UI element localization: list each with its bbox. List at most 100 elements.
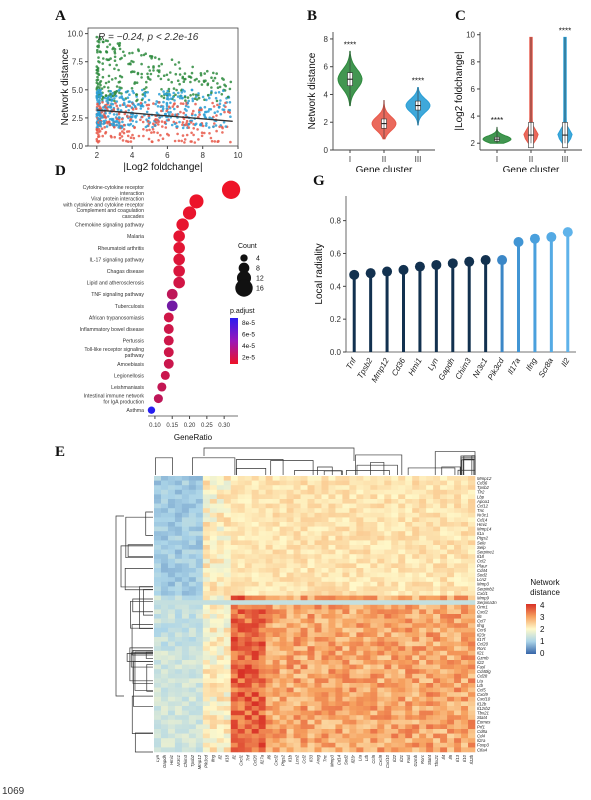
data-point (98, 123, 101, 127)
dendrogram-branch (155, 457, 173, 475)
heatmap-cell (154, 627, 162, 633)
heatmap-cell (461, 512, 469, 518)
heatmap-cell (300, 480, 308, 486)
heatmap-cell (363, 568, 371, 573)
heatmap-cell (454, 641, 462, 647)
heatmap-cell (321, 586, 329, 592)
heatmap-cell (433, 531, 441, 537)
heatmap-cell (202, 591, 211, 596)
heatmap-cell (307, 485, 315, 491)
data-point (182, 80, 186, 83)
heatmap-cell (216, 673, 225, 679)
heatmap-cell (202, 549, 211, 555)
lollipop-head (365, 268, 376, 279)
heatmap-cell (188, 673, 197, 679)
data-point (198, 111, 201, 114)
heatmap-cell (454, 604, 462, 610)
heatmap-cell (328, 683, 336, 688)
heatmap-cell (321, 664, 329, 670)
heatmap-cell (468, 522, 476, 527)
heatmap-cell (279, 664, 287, 670)
heatmap-cell (398, 554, 406, 560)
y-tick-label: 10.0 (67, 30, 83, 39)
data-point (185, 119, 189, 123)
data-point (102, 106, 105, 109)
heatmap-cell (433, 604, 441, 610)
heatmap-cell (328, 489, 336, 495)
heatmap-cell (342, 535, 350, 541)
heatmap-cell (300, 747, 308, 753)
heatmap-cell (363, 540, 371, 546)
heatmap-cell (279, 738, 287, 744)
heatmap-cell (440, 563, 448, 569)
heatmap-cell (202, 729, 211, 734)
heatmap-cell (265, 489, 273, 495)
heatmap-cell (377, 692, 385, 698)
data-point (167, 105, 171, 109)
heatmap-cell (181, 641, 190, 647)
heatmap-cell (412, 558, 420, 564)
data-point (114, 94, 118, 98)
heatmap-cell (447, 517, 455, 523)
heatmap-cell (160, 729, 169, 734)
y-tick-label: 5.0 (72, 86, 84, 95)
heatmap-cell (223, 581, 232, 587)
heatmap-cell (461, 517, 469, 523)
heatmap-cell (391, 545, 399, 550)
heatmap-cell (251, 733, 259, 739)
heatmap-cell (160, 604, 169, 610)
heatmap-cell (181, 696, 190, 702)
heatmap-cell (377, 512, 385, 518)
heatmap-cell (154, 683, 162, 688)
x-axis-title: |Log2 foldchange| (123, 162, 202, 172)
heatmap-cell (237, 669, 246, 675)
data-point (120, 92, 123, 95)
enrichment-dot (163, 324, 174, 334)
heatmap-cell (195, 595, 204, 601)
heatmap-cell (279, 692, 287, 698)
heatmap-cell (195, 646, 204, 652)
heatmap-cell (195, 673, 204, 679)
heatmap-cell (181, 489, 190, 495)
heatmap-cell (468, 549, 476, 555)
heatmap-cell (307, 738, 315, 744)
heatmap-cell (223, 747, 232, 753)
heatmap-cell (356, 632, 364, 638)
heatmap-cell (440, 664, 448, 670)
heatmap-cell (321, 517, 329, 523)
data-point (206, 69, 209, 73)
heatmap-cell (328, 563, 336, 569)
heatmap-cell (468, 572, 476, 578)
heatmap-cell (468, 641, 476, 647)
pathway-label: Tuberculosis (115, 304, 145, 310)
heatmap-cell (405, 669, 413, 675)
heatmap-cell (154, 577, 162, 583)
heatmap-cell (426, 618, 434, 624)
heatmap-cell (216, 581, 225, 587)
heatmap-cell (370, 558, 378, 564)
heatmap-cell (468, 618, 476, 624)
row-label: Serpine1 (477, 550, 495, 555)
heatmap-cell (342, 600, 350, 606)
heatmap-cell (251, 724, 259, 730)
heatmap-cell (174, 581, 183, 587)
dendrogram-branch (133, 661, 153, 707)
heatmap-cell (447, 572, 455, 578)
dendrogram-branch (143, 589, 153, 616)
heatmap-cell (314, 526, 322, 532)
heatmap-cell (202, 687, 211, 693)
data-point (145, 129, 149, 132)
col-label: Lcn2 (294, 754, 299, 764)
heatmap-cell (377, 581, 385, 587)
heatmap-cell (391, 729, 399, 734)
heatmap-cell (342, 706, 350, 711)
heatmap-cell (209, 586, 218, 592)
heatmap-cell (356, 517, 364, 523)
heatmap-cell (405, 577, 413, 583)
heatmap-cell (258, 503, 266, 509)
heatmap-cell (377, 586, 385, 592)
heatmap-cell (258, 724, 266, 730)
heatmap-cell (272, 655, 280, 661)
heatmap-cell (195, 609, 204, 615)
heatmap-cell (426, 489, 434, 495)
